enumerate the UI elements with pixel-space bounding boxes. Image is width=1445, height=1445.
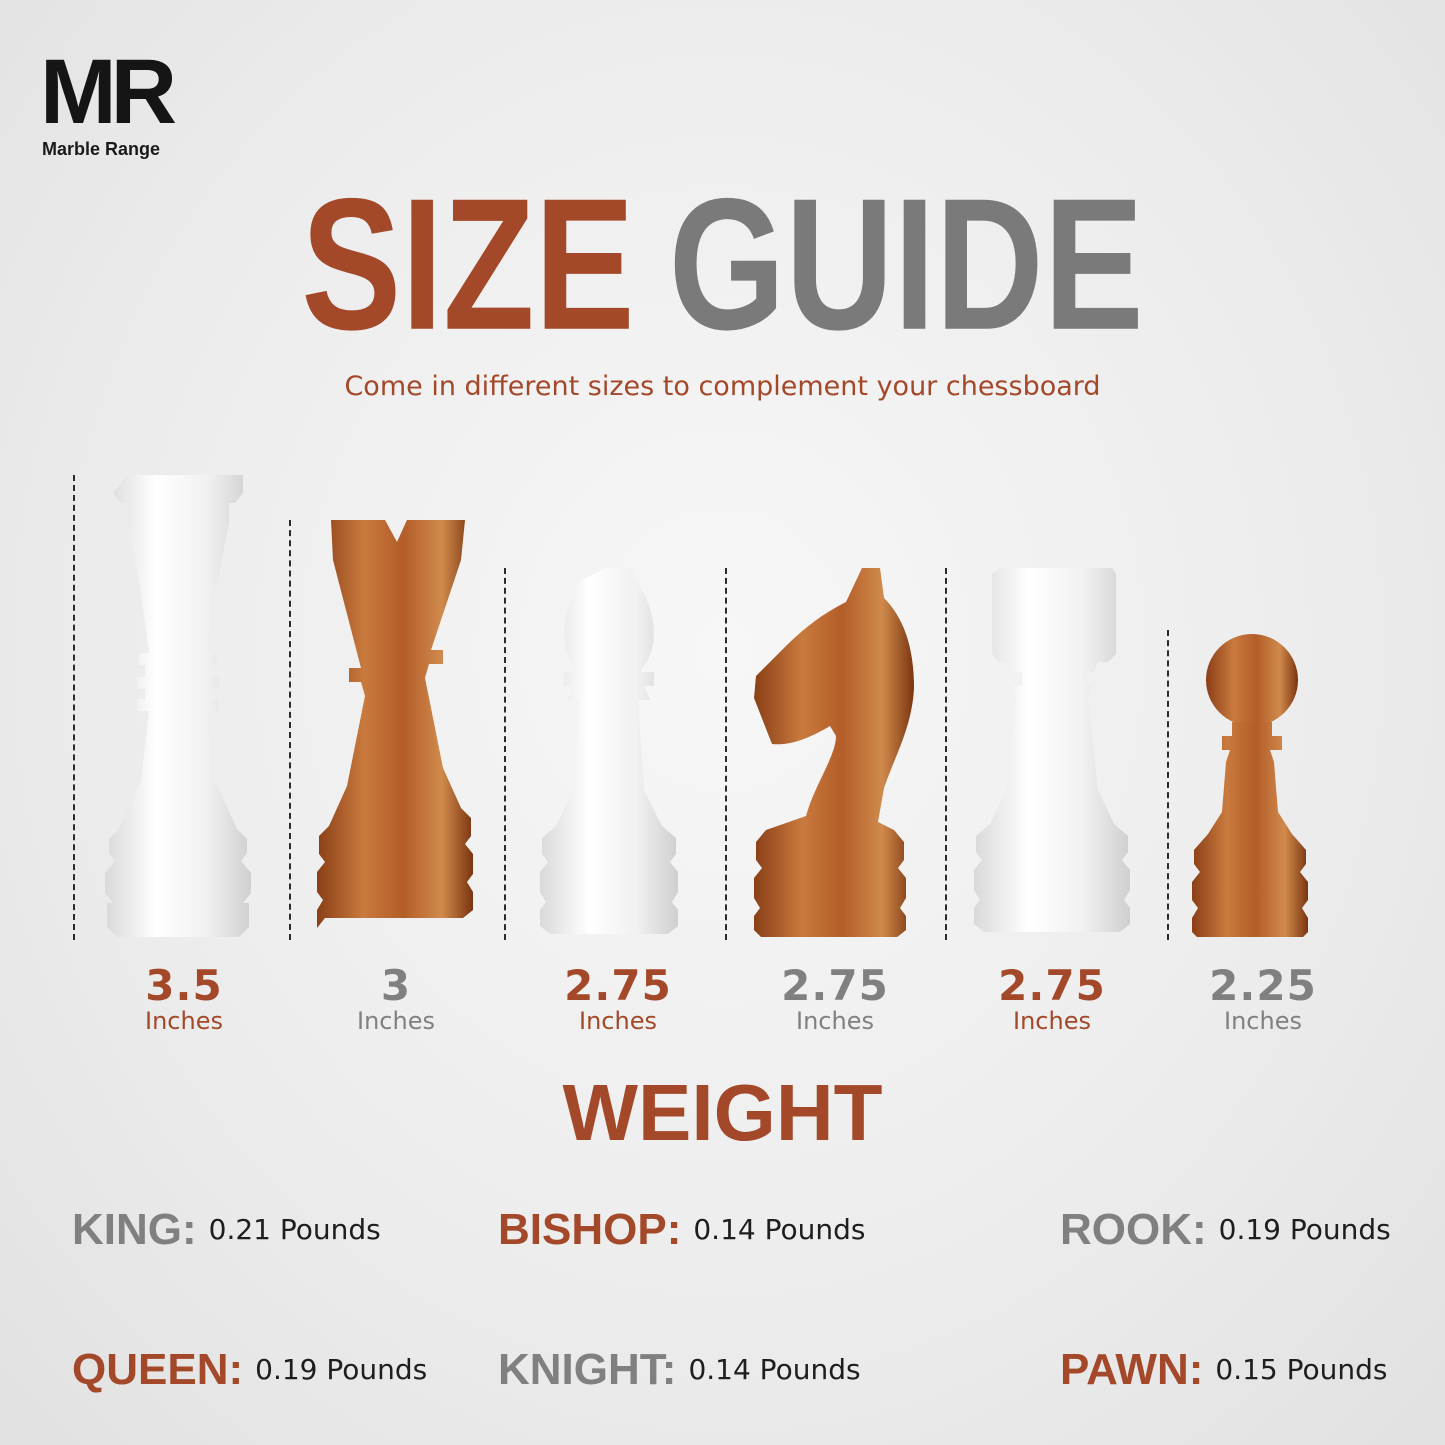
weight-heading-text: WEIGHT [562,1068,883,1157]
weight-name: KING: [72,1205,197,1254]
weight-heading: WEIGHT [0,1068,1445,1158]
size-label-king: 3.5 Inches [84,961,284,1035]
height-guide [504,568,506,940]
page-title: SIZE GUIDE [0,170,1445,358]
weight-value: 0.14 Pounds [688,1353,861,1386]
subtitle: Come in different sizes to complement yo… [344,371,1101,402]
weight-queen: QUEEN: 0.19 Pounds [72,1340,427,1400]
logo-name: Marble Range [42,139,161,159]
size-unit: Inches [796,1007,874,1035]
pawn-piece-image [1192,634,1308,937]
height-guide [1167,630,1169,940]
height-guide [945,568,947,940]
size-label-queen: 3 Inches [296,961,496,1035]
weight-name: KNIGHT: [498,1345,677,1394]
weight-rook: ROOK: 0.19 Pounds [1060,1200,1391,1260]
weight-name: PAWN: [1060,1345,1204,1394]
knight-piece-image [754,568,914,937]
weight-value: 0.19 Pounds [255,1353,428,1386]
weight-king: KING: 0.21 Pounds [72,1200,381,1260]
size-unit: Inches [1013,1007,1091,1035]
size-unit: Inches [357,1007,435,1035]
size-value: 2.75 [998,961,1106,1010]
height-guide [289,520,291,940]
queen-piece-image [317,520,473,928]
title-size: SIZE [301,158,635,369]
weight-value: 0.21 Pounds [208,1213,381,1246]
weight-knight: KNIGHT: 0.14 Pounds [498,1340,861,1400]
size-label-pawn: 2.25 Inches [1163,961,1363,1035]
title-guide: GUIDE [668,158,1144,369]
height-guide [73,475,75,940]
size-value: 2.25 [1209,961,1317,1010]
size-value: 2.75 [781,961,889,1010]
weight-bishop: BISHOP: 0.14 Pounds [498,1200,865,1260]
size-value: 3.5 [145,961,223,1010]
size-unit: Inches [1224,1007,1302,1035]
size-label-knight: 2.75 Inches [735,961,935,1035]
size-value: 2.75 [564,961,672,1010]
size-label-bishop: 2.75 Inches [518,961,718,1035]
weight-name: BISHOP: [498,1205,682,1254]
weight-value: 0.15 Pounds [1215,1353,1388,1386]
rook-piece-image [974,568,1130,932]
size-value: 3 [380,961,412,1010]
weight-value: 0.19 Pounds [1218,1213,1391,1246]
brand-logo: MR Marble Range [40,41,200,164]
king-piece-image [105,475,251,937]
bishop-piece-image [540,568,678,934]
weight-name: QUEEN: [72,1345,244,1394]
size-unit: Inches [579,1007,657,1035]
height-guide [725,568,727,940]
logo-mark: MR [40,41,177,143]
size-unit: Inches [145,1007,223,1035]
size-label-rook: 2.75 Inches [952,961,1152,1035]
weight-pawn: PAWN: 0.15 Pounds [1060,1340,1388,1400]
weight-value: 0.14 Pounds [693,1213,866,1246]
weight-name: ROOK: [1060,1205,1207,1254]
